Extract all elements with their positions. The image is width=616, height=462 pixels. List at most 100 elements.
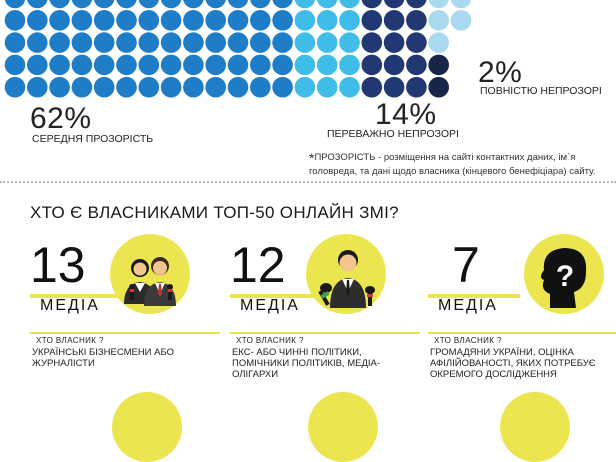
- next-row-circle: [500, 392, 570, 462]
- transparency-dot: [227, 76, 249, 98]
- unknown-person-icon: ?: [524, 234, 604, 314]
- transparency-dot: [406, 0, 427, 9]
- transparency-dot: [383, 9, 405, 31]
- transparency-dot: [138, 76, 160, 98]
- next-row-circle: [308, 392, 378, 462]
- transparency-dot: [27, 9, 48, 31]
- transparency-dot: [138, 54, 160, 76]
- fully-opaque-percent: 2%: [478, 56, 523, 89]
- transparency-dot: [138, 9, 160, 31]
- transparency-dot: [116, 54, 137, 76]
- transparency-dot: [183, 0, 204, 9]
- footnote-star: *: [309, 150, 315, 166]
- footnote-text: ПРОЗОРІСТЬ - розміщення на сайті контакт…: [309, 152, 596, 177]
- owner-group-citizens: 7 МЕДІА ? ХТО ВЛАСНИК ? ГРОМАДЯНИ УКРАЇН…: [428, 234, 616, 388]
- transparency-dot: [160, 76, 182, 98]
- group-unit: МЕДІА: [240, 297, 300, 314]
- group-description: ГРОМАДЯНИ УКРАЇНИ, ОЦІНКА АФІЛІЙОВАНОСТІ…: [430, 347, 596, 380]
- transparency-dot: [317, 0, 338, 9]
- who-owner-bar: [428, 332, 616, 334]
- transparency-dot: [49, 9, 70, 31]
- transparency-dot: [316, 54, 338, 76]
- journalists-icon: [110, 234, 190, 314]
- transparency-dot: [183, 76, 204, 98]
- transparency-dot: [272, 76, 293, 98]
- transparency-dot: [272, 32, 293, 53]
- transparency-dot: [49, 76, 70, 98]
- transparency-dot: [406, 32, 427, 53]
- group-underline: [30, 294, 130, 298]
- owners-question: ХТО Є ВЛАСНИКАМИ ТОП-50 ОНЛАЙН ЗМІ?: [30, 203, 399, 222]
- transparency-dot: [406, 9, 427, 31]
- transparency-dot: [294, 0, 316, 9]
- transparency-dot: [205, 32, 226, 53]
- transparency-dot: [183, 9, 204, 31]
- owner-group-businessmen: 13 МЕДІА ХТО ВЛАСНИК ? УКРАЇНСЬКІ БІЗНЕС…: [30, 234, 220, 388]
- transparency-dot: [71, 32, 93, 53]
- transparency-dot: [272, 0, 293, 9]
- transparency-dot: [339, 0, 360, 9]
- transparency-dot: [4, 54, 26, 76]
- transparency-dot: [116, 32, 137, 53]
- transparency-dot: [249, 32, 271, 53]
- transparency-dot: [4, 76, 26, 98]
- transparency-dot: [272, 54, 293, 76]
- transparency-dot: [116, 76, 137, 98]
- group-count: 13: [30, 237, 86, 293]
- transparency-dot: [428, 32, 450, 53]
- transparency-dot: [205, 76, 226, 98]
- transparency-dot: [361, 32, 383, 53]
- transparency-dot: [272, 9, 293, 31]
- transparency-dot: [406, 54, 427, 76]
- transparency-dot: [183, 32, 204, 53]
- transparency-dot: [93, 54, 115, 76]
- transparency-dot: [450, 9, 472, 31]
- transparency-dot: [428, 9, 450, 31]
- who-owner-label: ХТО ВЛАСНИК ?: [36, 336, 104, 345]
- transparency-dot: [183, 54, 204, 76]
- transparency-dot: [250, 0, 271, 9]
- transparency-dot: [316, 32, 338, 53]
- transparency-dot: [27, 76, 48, 98]
- transparency-dot: [339, 76, 360, 98]
- transparency-dot: [361, 76, 383, 98]
- group-underline: [428, 294, 520, 298]
- group-description: ЕКС- АБО ЧИННІ ПОЛІТИКИ, ПОМІЧНИКИ ПОЛІТ…: [232, 347, 381, 380]
- group-unit: МЕДІА: [438, 297, 498, 314]
- section-divider: [0, 181, 616, 183]
- who-owner-bar: [30, 332, 220, 334]
- transparency-dot: [227, 32, 249, 53]
- mostly-opaque-label: ПЕРЕВАЖНО НЕПРОЗОРІ: [327, 128, 459, 140]
- transparency-dot: [294, 76, 316, 98]
- transparency-dot: [4, 9, 26, 31]
- transparency-dot: [138, 0, 159, 9]
- transparency-footnote: *ПРОЗОРІСТЬ - розміщення на сайті контак…: [309, 151, 609, 178]
- transparency-dot: [361, 54, 383, 76]
- transparency-dot: [227, 9, 249, 31]
- transparency-dot: [383, 32, 405, 53]
- transparency-dot: [27, 0, 48, 9]
- transparency-dot: [160, 0, 182, 9]
- transparency-dot: [383, 54, 405, 76]
- transparency-dot: [4, 32, 26, 53]
- transparency-dot: [294, 54, 316, 76]
- transparency-dot: [71, 54, 93, 76]
- transparency-dot: [227, 0, 249, 9]
- transparency-dot: [27, 54, 48, 76]
- transparency-dot: [27, 32, 48, 53]
- mostly-opaque-percent: 14%: [375, 98, 437, 131]
- transparency-dot: [93, 9, 115, 31]
- transparency-dot: [205, 54, 226, 76]
- group-count: 12: [230, 237, 286, 293]
- transparency-dot: [428, 54, 450, 76]
- transparency-dot: [205, 0, 226, 9]
- svg-text:?: ?: [556, 260, 574, 293]
- transparency-dot: [383, 0, 405, 9]
- group-count: 7: [452, 237, 480, 293]
- transparency-dot: [160, 9, 182, 31]
- transparency-dot: [116, 9, 137, 31]
- transparency-dot: [93, 32, 115, 53]
- transparency-dot: [71, 9, 93, 31]
- transparency-dot: [316, 9, 338, 31]
- who-owner-label: ХТО ВЛАСНИК ?: [236, 336, 304, 345]
